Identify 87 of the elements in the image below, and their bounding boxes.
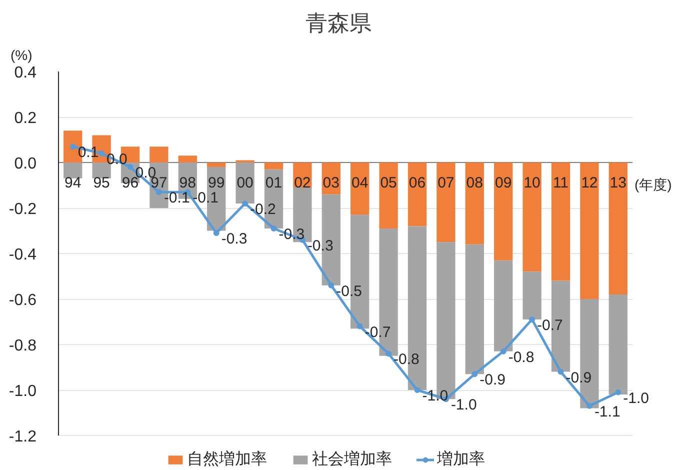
- x-tick-label: 02: [294, 174, 311, 192]
- y-tick-label: -1.2: [8, 428, 37, 446]
- x-tick-label: 00: [236, 174, 254, 192]
- y-tick-label: -0.2: [8, 201, 37, 218]
- x-tick-label: 99: [208, 174, 225, 192]
- y-tick-label: 0.0: [14, 156, 37, 172]
- x-tick-label: 08: [466, 174, 483, 192]
- bar: [64, 162, 82, 178]
- bar: [494, 162, 513, 260]
- point: [414, 387, 420, 393]
- bar: [608, 162, 628, 294]
- point: [98, 150, 105, 156]
- x-tick-label: 01: [265, 174, 282, 192]
- x-axis-title: (年度): [634, 176, 672, 192]
- bar: [580, 162, 599, 299]
- x-tick-label: 95: [93, 174, 110, 192]
- bar: [551, 162, 570, 281]
- x-tick-label: 07: [438, 174, 454, 192]
- legend-label: 社会増加率: [312, 449, 392, 470]
- y-tick-label: -0.6: [8, 292, 37, 309]
- data-label: -0.9: [480, 372, 506, 389]
- x-tick-label: 98: [179, 174, 196, 192]
- x-tick-label: 13: [610, 174, 626, 192]
- data-label: -0.2: [250, 200, 276, 218]
- point: [615, 389, 622, 396]
- x-tick-label: 09: [495, 174, 512, 192]
- data-label: -1.1: [594, 403, 620, 420]
- x-tick-label: 94: [64, 174, 82, 192]
- point: [529, 316, 536, 322]
- point: [242, 200, 248, 206]
- x-tick-label: 04: [352, 174, 368, 192]
- chart-title: 青森県: [306, 10, 372, 36]
- bar: [379, 162, 398, 228]
- bar: [178, 156, 197, 162]
- data-label: -0.3: [307, 237, 334, 254]
- point: [213, 230, 220, 236]
- point: [500, 348, 506, 354]
- data-label: -0.3: [221, 230, 248, 248]
- y-tick-label: -1.0: [8, 383, 37, 400]
- data-label: -0.9: [566, 369, 592, 386]
- y-tick-label: -0.8: [8, 338, 37, 354]
- point: [586, 402, 592, 409]
- x-tick-label: 10: [524, 174, 540, 192]
- y-tick-label: 0.2: [14, 110, 37, 127]
- data-label: -0.8: [508, 348, 534, 366]
- bar: [264, 162, 284, 170]
- point: [156, 189, 162, 196]
- bar: [92, 162, 111, 178]
- data-label: -0.5: [336, 282, 362, 300]
- bar: [408, 162, 427, 226]
- bar: [436, 162, 456, 242]
- data-label: -1.0: [422, 388, 448, 404]
- y-axis-title: (%): [10, 47, 32, 63]
- data-label: -1.0: [623, 390, 650, 407]
- point: [386, 350, 392, 357]
- bar: [207, 162, 226, 168]
- x-tick-label: 03: [322, 174, 340, 192]
- data-label: -0.8: [394, 351, 420, 368]
- legend-label: 増加率: [437, 449, 485, 470]
- bar: [465, 244, 484, 374]
- x-tick-label: 05: [380, 174, 397, 192]
- bar: [350, 162, 370, 215]
- data-label: -0.7: [364, 324, 391, 341]
- data-label: 0.1: [78, 144, 99, 162]
- point: [328, 282, 334, 288]
- data-label: -0.1: [164, 190, 190, 207]
- bar: [150, 146, 168, 162]
- point: [472, 371, 478, 378]
- point: [356, 323, 363, 330]
- data-label: -0.7: [537, 316, 563, 334]
- bar: [465, 162, 484, 244]
- point: [127, 164, 134, 170]
- data-label: -0.3: [278, 226, 305, 243]
- point: [270, 225, 277, 232]
- bar: [522, 272, 542, 320]
- y-tick-label: 0.4: [14, 64, 37, 82]
- legend-label: 自然増加率: [187, 449, 267, 470]
- point: [70, 144, 76, 150]
- data-label: -1.0: [450, 396, 477, 414]
- x-tick-label: 11: [552, 174, 569, 192]
- x-tick-label: 06: [408, 174, 426, 192]
- point: [558, 368, 564, 375]
- bar: [522, 162, 542, 272]
- data-label: 0.0: [106, 150, 128, 168]
- y-tick-label: -0.4: [8, 246, 37, 264]
- x-tick-label: 12: [581, 174, 598, 192]
- bar: [494, 260, 513, 352]
